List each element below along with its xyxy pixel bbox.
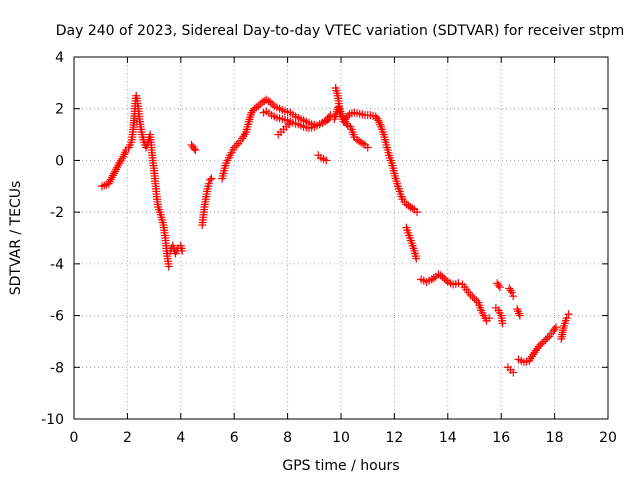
plot-frame [73, 56, 609, 420]
chart-title: Day 240 of 2023, Sidereal Day-to-day VTE… [56, 23, 625, 39]
data-point [494, 281, 503, 290]
data-point [357, 138, 366, 147]
y-tick-label: -8 [50, 360, 64, 376]
data-point [413, 208, 422, 217]
data-point [543, 333, 552, 342]
data-point [550, 325, 559, 334]
x-tick-label: 6 [230, 430, 239, 446]
data-point [363, 143, 372, 152]
data-point [515, 309, 523, 318]
y-tick-label: -10 [41, 412, 64, 428]
data-point [470, 294, 479, 303]
data-point [442, 276, 451, 285]
y-tick-labels: -10 -8 -6 -4 -2 0 2 4 [41, 50, 64, 428]
y-tick-label: -2 [50, 205, 64, 221]
x-tick-label: 12 [385, 430, 403, 446]
data-point [402, 200, 411, 209]
data-point [406, 202, 415, 211]
x-tick-label: 20 [599, 430, 617, 446]
data-point [562, 314, 571, 323]
data-series-sdtvar [98, 84, 573, 377]
data-point [258, 98, 267, 107]
data-point [204, 179, 213, 188]
data-point [322, 156, 331, 165]
x-tick-label: 4 [176, 430, 185, 446]
data-point [434, 270, 443, 279]
data-point [454, 279, 463, 288]
data-point [256, 100, 265, 109]
x-tick-label: 18 [546, 430, 564, 446]
x-tick-label: 2 [123, 430, 132, 446]
data-point [466, 290, 475, 299]
data-point [250, 104, 259, 113]
data-point [164, 262, 173, 271]
data-point [355, 137, 364, 146]
data-point [495, 283, 504, 292]
data-point [468, 292, 477, 301]
data-point [230, 143, 239, 152]
data-point [322, 116, 331, 125]
data-point [440, 274, 449, 283]
data-point [485, 314, 494, 323]
data-point [539, 337, 548, 346]
data-point [404, 201, 413, 210]
y-tick-label: 4 [55, 50, 64, 66]
data-point [254, 102, 263, 111]
data-point [373, 114, 382, 123]
data-point [320, 117, 329, 126]
data-point [232, 141, 241, 150]
data-point [191, 146, 200, 155]
x-axis-label: GPS time / hours [282, 458, 399, 474]
data-point [427, 275, 436, 284]
data-point [509, 292, 518, 301]
data-point [509, 368, 518, 377]
data-point [438, 272, 447, 281]
y-tick-label: 2 [55, 102, 64, 118]
data-point [190, 144, 199, 153]
data-point [507, 288, 516, 297]
x-tick-labels: 0 2 4 6 8 10 12 14 16 18 20 [70, 430, 617, 446]
data-point [534, 342, 543, 351]
data-point [178, 246, 187, 255]
data-point [551, 323, 560, 332]
x-tick-label: 8 [283, 430, 292, 446]
data-point [498, 319, 507, 328]
data-point [343, 111, 352, 120]
data-point [429, 274, 438, 283]
data-point [506, 286, 515, 295]
data-point [515, 311, 524, 320]
data-point [564, 310, 573, 319]
data-point [353, 135, 362, 144]
y-tick-label: -6 [50, 309, 64, 325]
data-point [541, 335, 550, 344]
data-point [538, 339, 547, 348]
data-point [252, 103, 261, 112]
x-tick-label: 0 [70, 430, 79, 446]
y-tick-label: 0 [55, 153, 64, 169]
x-tick-label: 10 [332, 430, 350, 446]
data-point [412, 254, 421, 263]
data-point [408, 204, 417, 213]
data-point [472, 296, 481, 305]
data-point [284, 120, 293, 129]
data-point [264, 96, 273, 105]
x-tick-label: 16 [492, 430, 510, 446]
x-tick-label: 14 [439, 430, 457, 446]
data-point [268, 100, 277, 109]
data-point [359, 139, 368, 148]
y-tick-label: -4 [50, 257, 64, 273]
data-point [266, 98, 275, 107]
data-point [536, 340, 545, 349]
y-axis-label: SDTVAR / TECUs [8, 181, 24, 296]
data-point [514, 307, 523, 316]
data-point [207, 174, 216, 183]
data-point [206, 175, 215, 184]
data-point [326, 111, 335, 120]
data-point [262, 95, 271, 104]
